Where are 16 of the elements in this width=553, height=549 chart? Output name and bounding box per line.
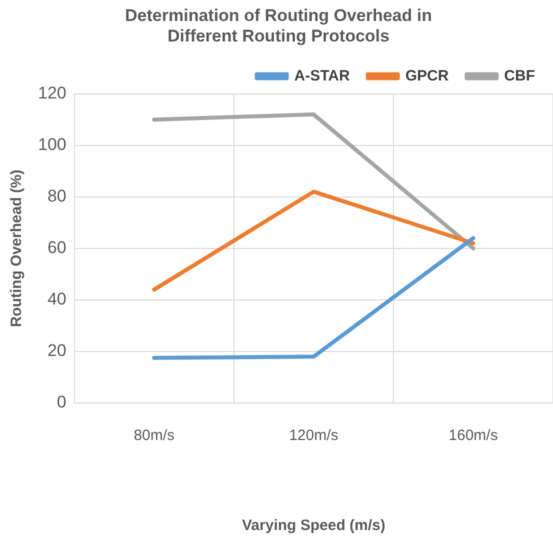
y-tick-label: 0 — [56, 392, 66, 412]
chart-title: Determination of Routing Overhead in Different Routing Protocols — [125, 6, 432, 46]
y-tick-label: 20 — [47, 341, 66, 360]
y-axis-title: Routing Overhead (%) — [8, 170, 26, 328]
legend-label: A-STAR — [294, 67, 350, 84]
x-tick-label: 160m/s — [448, 427, 498, 444]
y-tick-label: 80 — [47, 186, 66, 206]
legend-label: CBF — [504, 67, 535, 84]
x-tick-label: 80m/s — [134, 427, 175, 444]
x-axis-title: Varying Speed (m/s) — [242, 517, 386, 534]
y-tick-label: 60 — [47, 238, 66, 258]
x-tick-label: 120m/s — [289, 427, 338, 444]
legend-label: GPCR — [405, 67, 449, 84]
y-tick-label: 100 — [38, 135, 66, 154]
y-tick-label: 120 — [38, 83, 66, 102]
y-tick-label: 40 — [47, 290, 66, 309]
